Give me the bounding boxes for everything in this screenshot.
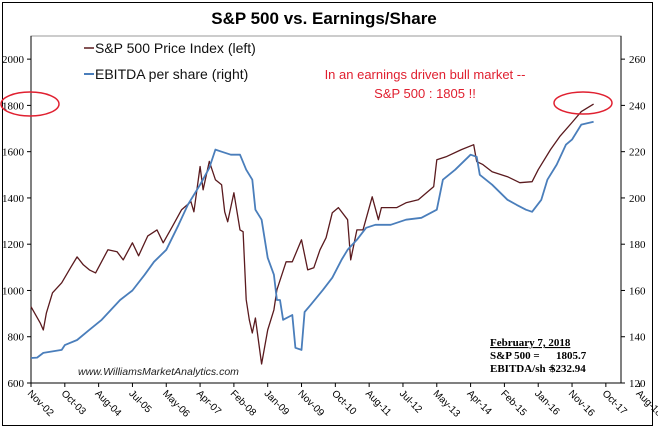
right-tick-label: 200 bbox=[629, 193, 646, 205]
info-box: February 7, 2018 S&P 500 = 1805.7 EBITDA… bbox=[490, 337, 587, 375]
info-ebitda-label: EBITDA/sh = bbox=[490, 363, 555, 375]
x-tick-label: Aug-04 bbox=[93, 388, 124, 419]
annotation-headline-1: In an earnings driven bull market -- bbox=[325, 67, 526, 82]
left-tick-label: 1800 bbox=[2, 100, 25, 112]
chart-title: S&P 500 vs. Earnings/Share bbox=[211, 9, 437, 28]
highlight-ellipse-latest bbox=[553, 91, 613, 115]
x-tick-label: Nov-09 bbox=[295, 388, 326, 419]
sp500-line bbox=[30, 103, 594, 365]
plot-area bbox=[30, 35, 622, 384]
x-tick-label: Aug-11 bbox=[363, 388, 393, 418]
left-tick-label: 1000 bbox=[2, 285, 25, 297]
legend-label-ebitda: EBITDA per share (right) bbox=[95, 66, 248, 82]
left-tick-label: 1600 bbox=[2, 147, 25, 159]
right-tick-label: 120 bbox=[629, 378, 646, 390]
x-tick-label: Apr-07 bbox=[194, 388, 223, 417]
x-axis-ticks: Nov-02 Oct-03 Aug-04 Jul-05 May-06 Apr-07 Feb-… bbox=[25, 383, 658, 420]
highlight-ellipse-left-axis bbox=[0, 91, 60, 117]
legend-label-sp500: S&P 500 Price Index (left) bbox=[95, 40, 256, 56]
x-tick-label: Aug-18 bbox=[634, 388, 658, 419]
watermark: www.WilliamsMarketAnalytics.com bbox=[78, 366, 239, 378]
info-ebitda-value: $232.94 bbox=[550, 363, 586, 375]
info-sp-label: S&P 500 = bbox=[490, 350, 540, 362]
x-tick-label: Feb-08 bbox=[228, 388, 258, 418]
left-axis-ticks: 600 800 1000 1200 1400 1600 1800 2000 bbox=[2, 54, 31, 390]
right-tick-label: 160 bbox=[629, 285, 646, 297]
right-tick-label: 240 bbox=[629, 100, 646, 112]
x-tick-label: Jan-09 bbox=[262, 388, 292, 418]
right-tick-label: 220 bbox=[629, 147, 646, 159]
left-tick-label: 600 bbox=[8, 378, 25, 390]
info-date: February 7, 2018 bbox=[490, 337, 571, 349]
x-tick-label: Oct-03 bbox=[59, 388, 88, 417]
right-tick-label: 140 bbox=[629, 332, 646, 344]
series-lines bbox=[30, 103, 594, 365]
left-tick-label: 2000 bbox=[2, 54, 25, 66]
left-tick-label: 800 bbox=[8, 332, 25, 344]
annotation-headline-2: S&P 500 : 1805 !! bbox=[374, 86, 476, 101]
ebitda-line bbox=[30, 120, 594, 359]
x-tick-label: Oct-17 bbox=[600, 388, 629, 417]
x-tick-label: May-13 bbox=[431, 388, 463, 420]
info-sp-value: 1805.7 bbox=[556, 350, 587, 362]
x-tick-label: Oct-10 bbox=[329, 388, 358, 417]
left-tick-label: 1200 bbox=[2, 239, 25, 251]
x-tick-label: May-06 bbox=[160, 388, 192, 420]
x-tick-label: Jul-12 bbox=[397, 388, 424, 415]
x-tick-label: Jan-16 bbox=[532, 388, 562, 418]
x-tick-label: Apr-14 bbox=[464, 388, 493, 417]
left-tick-label: 1400 bbox=[2, 193, 25, 205]
x-tick-label: Jul-05 bbox=[126, 388, 153, 415]
right-tick-label: 260 bbox=[629, 54, 646, 66]
legend: S&P 500 Price Index (left) EBITDA per sh… bbox=[84, 40, 256, 82]
x-tick-label: Nov-02 bbox=[25, 388, 56, 419]
outer-frame bbox=[2, 2, 653, 426]
right-tick-label: 180 bbox=[629, 239, 646, 251]
right-axis-ticks: 120 140 160 180 200 220 240 260 bbox=[621, 54, 646, 390]
x-tick-label: Nov-16 bbox=[566, 388, 597, 419]
x-tick-label: Feb-15 bbox=[498, 388, 528, 418]
